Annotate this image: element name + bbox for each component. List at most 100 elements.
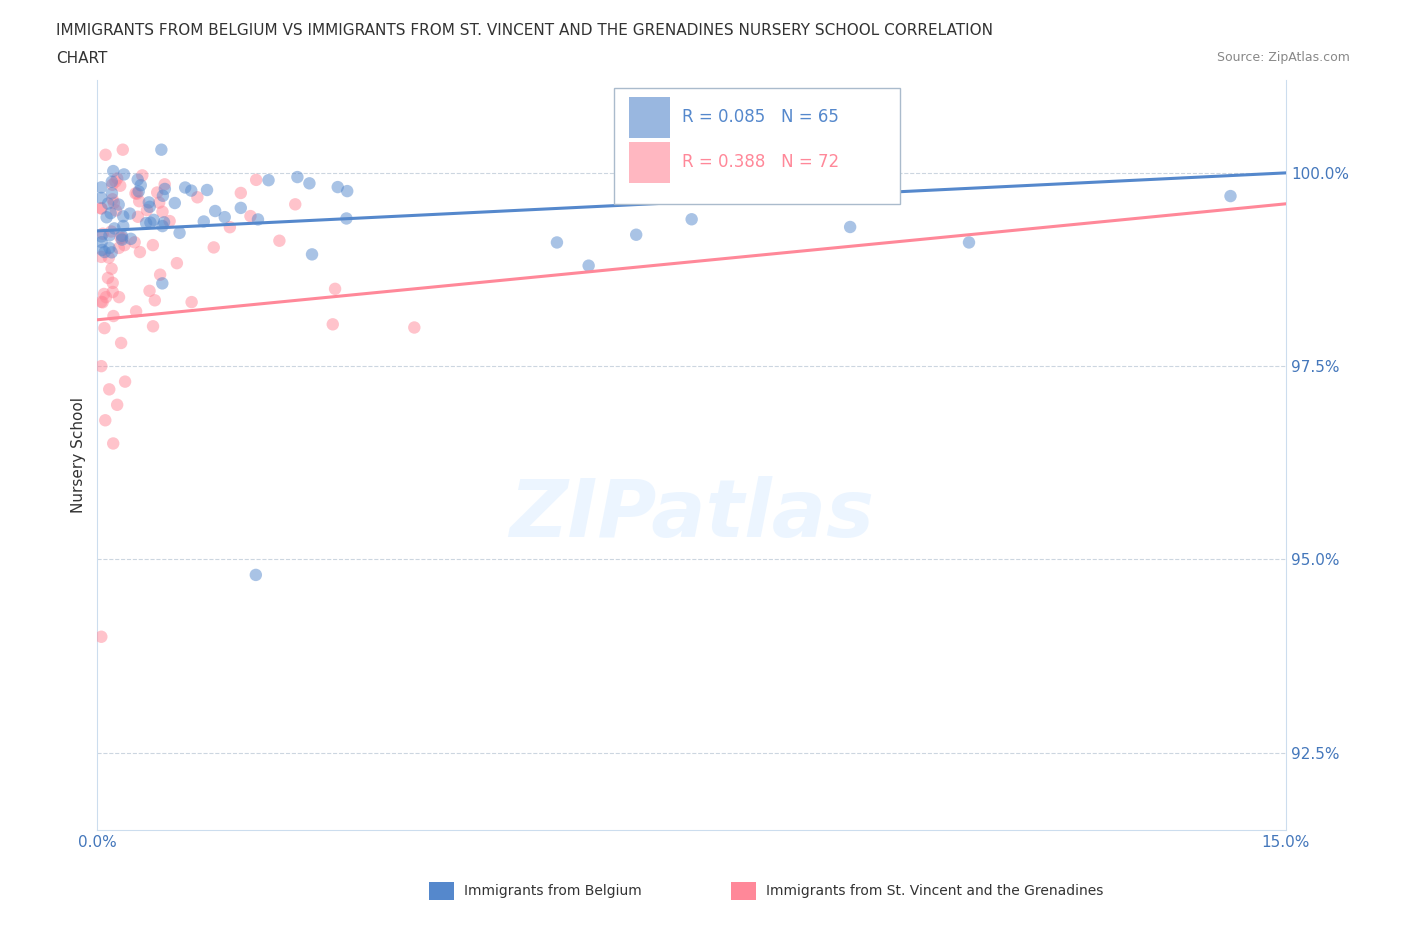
Point	[114, 238, 136, 253]
Point	[245, 172, 267, 187]
Point	[404, 320, 426, 335]
Point	[93, 245, 115, 259]
Point	[98, 382, 121, 397]
Point	[624, 227, 647, 242]
Point	[323, 282, 346, 297]
Point	[111, 142, 134, 157]
Point	[90, 179, 112, 194]
Point	[202, 240, 225, 255]
Point	[159, 214, 181, 229]
Point	[135, 216, 157, 231]
Point	[128, 193, 150, 208]
Point	[142, 319, 165, 334]
Point	[120, 232, 142, 246]
Point	[152, 205, 174, 219]
Point	[186, 190, 208, 205]
Point	[112, 167, 135, 182]
Point	[153, 215, 176, 230]
Point	[127, 186, 149, 201]
Point	[957, 235, 980, 250]
Point	[103, 436, 125, 451]
Text: Immigrants from Belgium: Immigrants from Belgium	[464, 884, 641, 898]
Point	[180, 183, 202, 198]
Point	[245, 567, 267, 582]
Point	[152, 189, 174, 204]
Point	[100, 245, 122, 259]
Point	[146, 185, 169, 200]
Point	[152, 219, 174, 233]
Point	[100, 224, 122, 239]
Point	[104, 174, 127, 189]
Point	[142, 212, 165, 227]
Point	[100, 261, 122, 276]
Point	[131, 168, 153, 183]
Point	[174, 180, 197, 195]
Point	[138, 199, 160, 214]
Point	[118, 206, 141, 221]
Point	[103, 221, 125, 236]
Text: R = 0.085   N = 65: R = 0.085 N = 65	[682, 108, 839, 126]
Point	[103, 164, 125, 179]
Point	[90, 249, 112, 264]
Point	[90, 191, 112, 206]
Point	[129, 178, 152, 193]
Text: Source: ZipAtlas.com: Source: ZipAtlas.com	[1216, 51, 1350, 64]
Text: CHART: CHART	[56, 51, 108, 66]
Y-axis label: Nursery School: Nursery School	[72, 397, 86, 513]
Point	[284, 197, 307, 212]
Bar	[628, 97, 671, 138]
Point	[150, 142, 173, 157]
Point	[101, 285, 124, 299]
Point	[124, 186, 146, 201]
Point	[127, 209, 149, 224]
Point	[103, 195, 125, 210]
Point	[148, 195, 170, 210]
Point	[93, 286, 115, 301]
Point	[114, 374, 136, 389]
Point	[105, 171, 128, 186]
Point	[91, 243, 114, 258]
Point	[111, 229, 134, 244]
Point	[98, 241, 121, 256]
Point	[218, 219, 240, 234]
Point	[97, 196, 120, 211]
Point	[100, 206, 122, 220]
Point	[326, 179, 349, 194]
Point	[125, 304, 148, 319]
Point	[546, 235, 568, 250]
Point	[111, 232, 134, 247]
Point	[101, 174, 124, 189]
Point	[136, 203, 159, 218]
Point	[105, 397, 128, 412]
Point	[127, 172, 149, 187]
Point	[578, 259, 600, 273]
Point	[94, 147, 117, 162]
Text: R = 0.388   N = 72: R = 0.388 N = 72	[682, 153, 839, 171]
Point	[90, 229, 112, 244]
Point	[90, 295, 112, 310]
Point	[166, 256, 188, 271]
Point	[1219, 189, 1241, 204]
Point	[142, 238, 165, 253]
Point	[150, 276, 173, 291]
Point	[90, 201, 112, 216]
Point	[138, 195, 160, 210]
Point	[96, 210, 118, 225]
Point	[90, 201, 112, 216]
Point	[103, 309, 125, 324]
Point	[139, 215, 162, 230]
Point	[229, 185, 252, 200]
Point	[101, 275, 124, 290]
Point	[104, 203, 127, 218]
Point	[129, 245, 152, 259]
Point	[153, 177, 176, 192]
Point	[112, 219, 135, 233]
Point	[90, 359, 112, 374]
Point	[839, 219, 862, 234]
Point	[108, 289, 131, 304]
Point	[193, 214, 215, 229]
Point	[257, 173, 280, 188]
Point	[101, 178, 124, 193]
Point	[180, 295, 202, 310]
Point	[98, 228, 121, 243]
